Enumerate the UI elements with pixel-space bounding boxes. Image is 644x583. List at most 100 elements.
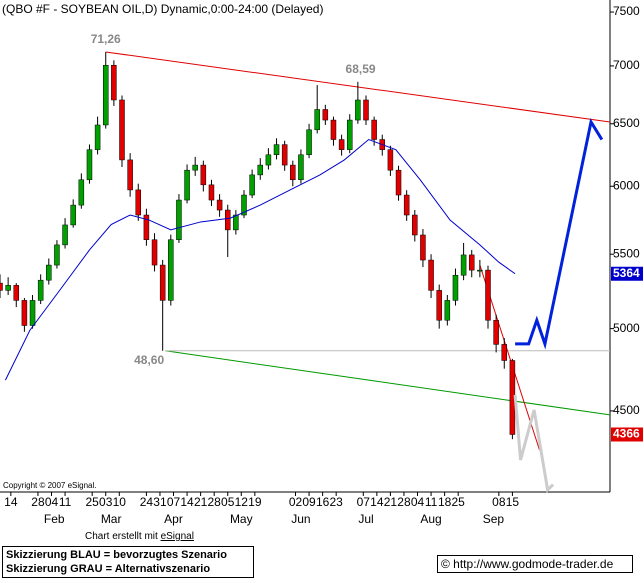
annotation: 71,26 xyxy=(91,32,121,46)
x-tick-label: 15 xyxy=(506,495,520,509)
x-tick-label: 14 xyxy=(180,495,194,509)
month-label: Mar xyxy=(101,512,122,526)
candle-body xyxy=(387,149,394,171)
candle-body xyxy=(330,119,337,140)
x-tick-label: 16 xyxy=(316,495,330,509)
candle-body xyxy=(151,239,158,266)
candle-body xyxy=(111,64,117,101)
annotation: 48,60 xyxy=(134,353,164,367)
candle-body xyxy=(322,109,329,121)
candle-body xyxy=(94,124,101,150)
x-tick-label: 07 xyxy=(167,495,181,509)
candle-body xyxy=(428,259,434,291)
x-tick-label: 21 xyxy=(384,495,398,509)
credit-text: Chart erstellt mit xyxy=(85,531,158,542)
legend-box: Skizzierung BLAU = bevorzugtes Szenario … xyxy=(2,546,254,578)
value-box xyxy=(611,266,643,281)
candle-body xyxy=(249,174,255,196)
candle-body xyxy=(257,164,264,176)
candle-body xyxy=(159,264,166,301)
x-tick-label: 21 xyxy=(194,495,208,509)
month-label: Sep xyxy=(483,512,505,526)
x-tick-label: 07 xyxy=(357,495,371,509)
candle-body xyxy=(412,214,418,236)
credit-link[interactable]: eSignal xyxy=(161,531,194,542)
y-tick-label: 7500 xyxy=(613,4,640,18)
candle-body xyxy=(273,144,280,156)
candle-body xyxy=(208,184,215,201)
candle-body xyxy=(363,99,369,121)
candle-body xyxy=(346,119,353,150)
candle-body xyxy=(403,194,410,216)
candle-body xyxy=(46,264,52,281)
value-box-label: 5364 xyxy=(613,266,640,280)
candle-body xyxy=(37,279,44,301)
y-tick-label: 4500 xyxy=(613,403,640,417)
x-tick-label: 14 xyxy=(370,495,384,509)
footer[interactable]: © http://www.godmode-trader.de xyxy=(437,555,633,573)
x-tick-label: 23 xyxy=(329,495,343,509)
candle-body xyxy=(281,144,288,166)
candle-body xyxy=(168,239,174,301)
candle-body xyxy=(233,214,239,231)
candle-body xyxy=(216,199,223,211)
y-tick-label: 6500 xyxy=(613,116,640,130)
x-tick-label: 10 xyxy=(113,495,127,509)
candle-body xyxy=(127,159,133,191)
month-label: Apr xyxy=(164,512,183,526)
candle-body xyxy=(13,285,20,301)
candle-body xyxy=(265,154,272,166)
candle-body xyxy=(477,269,483,272)
y-tick-label: 7000 xyxy=(613,58,640,72)
x-tick-label: 04 xyxy=(45,495,59,509)
trend-line xyxy=(165,350,611,416)
candle-body xyxy=(501,344,508,361)
x-tick-label: 04 xyxy=(411,495,425,509)
credit: Chart erstellt mit eSignal xyxy=(85,531,194,542)
copyright: Copyright © 2007 eSignal. xyxy=(3,481,97,490)
month-label: Feb xyxy=(44,512,65,526)
candle-body xyxy=(70,204,76,226)
x-tick-label: 18 xyxy=(438,495,452,509)
candle-body xyxy=(298,154,304,181)
candle-body xyxy=(493,319,499,345)
month-label: May xyxy=(230,512,253,526)
x-tick-label: 12 xyxy=(235,495,249,509)
candle-body xyxy=(29,300,36,326)
x-tick-label: 24 xyxy=(140,495,154,509)
candle-body xyxy=(371,119,377,140)
candle-body xyxy=(86,149,93,181)
legend-line: Skizzierung BLAU = bevorzugtes Szenario xyxy=(6,549,227,561)
candle-body xyxy=(5,285,11,291)
candle-body xyxy=(241,194,247,216)
candle-body xyxy=(436,290,442,321)
x-tick-label: 31 xyxy=(153,495,167,509)
x-tick-label: 25 xyxy=(451,495,465,509)
value-box-label: 4366 xyxy=(613,427,640,441)
candle-body xyxy=(395,169,402,196)
chart-title: (QBO #F - SOYBEAN OIL,D) Dynamic,0:00-24… xyxy=(2,2,323,16)
candle-body xyxy=(200,164,207,186)
x-tick-label: 08 xyxy=(492,495,506,509)
candle-body xyxy=(444,300,451,321)
x-tick-label: 09 xyxy=(302,495,316,509)
candle-body xyxy=(468,254,475,271)
candle-body xyxy=(452,274,459,301)
scenario-line xyxy=(515,117,604,350)
candle-body xyxy=(224,209,231,231)
candle-body xyxy=(460,254,467,276)
scenario-line xyxy=(513,394,555,493)
x-tick-label: 28 xyxy=(207,495,221,509)
moving-average xyxy=(4,138,516,381)
month-label: Jun xyxy=(291,512,310,526)
candle-body xyxy=(102,64,109,126)
x-tick-label: 11 xyxy=(59,495,72,509)
x-tick-label: 11 xyxy=(425,495,438,509)
x-tick-label: 14 xyxy=(4,495,18,509)
y-tick-label: 5500 xyxy=(613,246,640,260)
candle-body xyxy=(0,282,3,291)
candle-body xyxy=(420,234,426,261)
candle-body xyxy=(314,109,320,131)
